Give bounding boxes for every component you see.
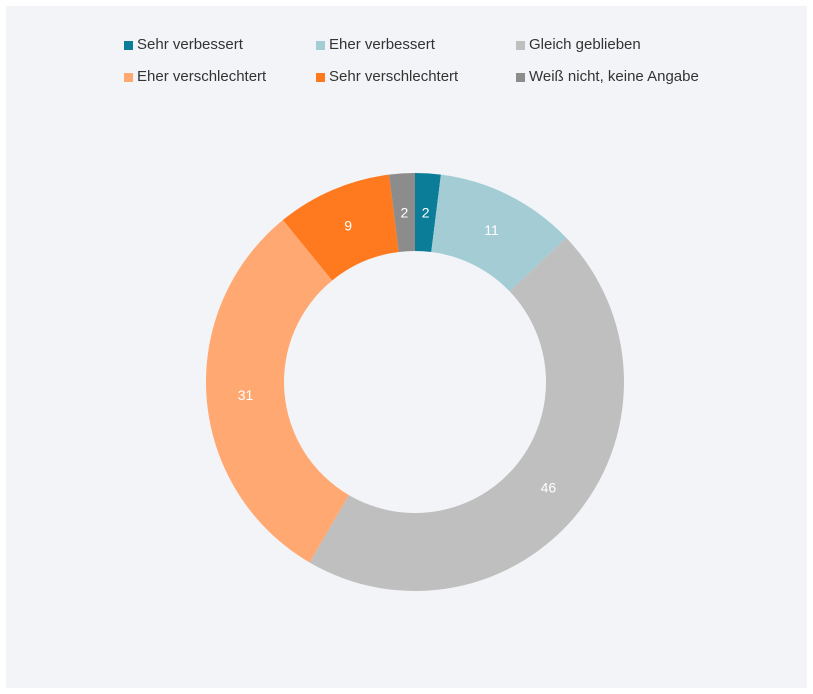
legend-item-gleich-geblieben: Gleich geblieben — [516, 36, 736, 54]
donut-slice-labels: 2 11 46 31 9 2 — [238, 204, 557, 495]
slice-sehr-verbessert — [415, 173, 441, 253]
slice-eher-verschlechtert — [205, 220, 349, 563]
legend-swatch-sehr-verschlechtert — [316, 72, 325, 82]
legend-item-weiss-nicht: Weiß nicht, keine Angabe — [516, 68, 736, 86]
slice-label-eher-verschlechtert: 31 — [238, 387, 254, 403]
slice-label-weiss-nicht-keine-angabe: 2 — [401, 204, 409, 220]
legend-item-sehr-verschlechtert: Sehr verschlechtert — [316, 68, 516, 86]
legend-item-eher-verbessert: Eher verbessert — [316, 36, 516, 54]
donut-slices — [205, 173, 625, 592]
slice-weiss-nicht-keine-angabe — [389, 173, 415, 253]
legend-swatch-sehr-verbessert — [124, 40, 133, 50]
legend-label-eher-verbessert: Eher verbessert — [329, 36, 435, 53]
legend-item-eher-verschlechtert: Eher verschlechtert — [124, 68, 316, 86]
legend-label-sehr-verbessert: Sehr verbessert — [137, 36, 243, 53]
slice-label-gleich-geblieben: 46 — [541, 479, 557, 495]
legend-swatch-eher-verbessert — [316, 40, 325, 50]
slice-eher-verbessert — [431, 174, 567, 292]
legend-item-sehr-verbessert: Sehr verbessert — [124, 36, 316, 54]
legend-swatch-gleich-geblieben — [516, 40, 525, 50]
slice-gleich-geblieben — [309, 237, 625, 592]
legend-swatch-weiss-nicht — [516, 72, 525, 82]
slice-label-sehr-verschlechtert: 9 — [344, 218, 352, 234]
chart-legend: Sehr verbessert Eher verbessert Gleich g… — [124, 36, 744, 86]
legend-label-gleich-geblieben: Gleich geblieben — [529, 36, 641, 53]
slice-label-sehr-verbessert: 2 — [422, 204, 430, 220]
slice-sehr-verschlechtert — [282, 174, 399, 281]
slice-label-eher-verbessert: 11 — [484, 222, 499, 238]
legend-label-weiss-nicht: Weiß nicht, keine Angabe — [529, 68, 699, 85]
legend-swatch-eher-verschlechtert — [124, 72, 133, 82]
legend-label-sehr-verschlechtert: Sehr verschlechtert — [329, 68, 459, 85]
legend-label-eher-verschlechtert: Eher verschlechtert — [137, 68, 267, 85]
